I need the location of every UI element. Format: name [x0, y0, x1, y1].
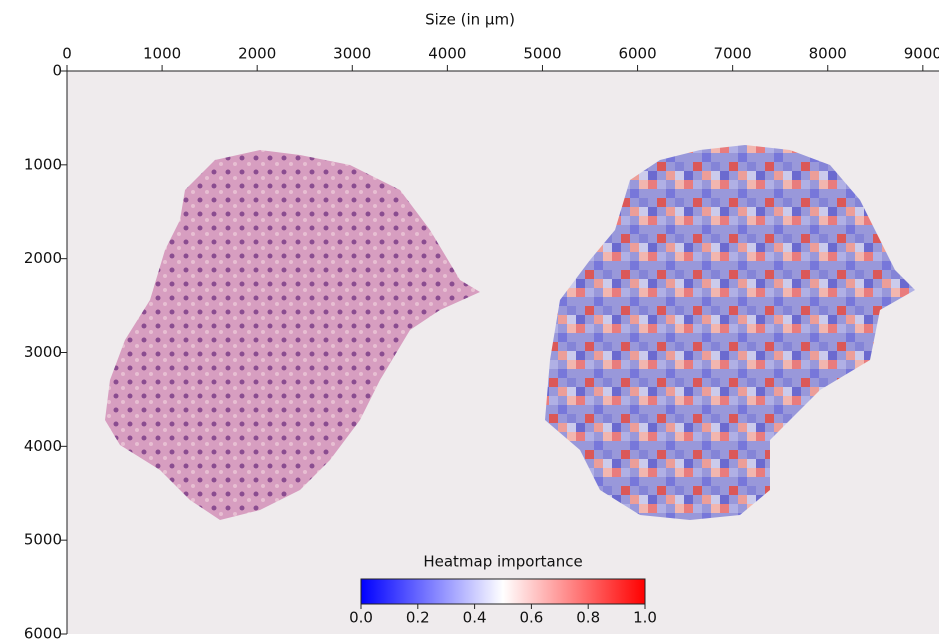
colorbar	[361, 579, 645, 604]
y-tick-label: 4000	[24, 437, 62, 455]
x-axis-title: Size (in µm)	[425, 11, 515, 29]
x-tick-label: 3000	[333, 45, 371, 63]
colorbar-title: Heatmap importance	[423, 553, 582, 571]
y-tick-label: 3000	[24, 343, 62, 361]
colorbar-tick-label: 1.0	[633, 609, 657, 627]
y-tick-label: 6000	[24, 625, 62, 643]
y-tick-label: 2000	[24, 249, 62, 267]
colorbar-tick-label: 0.8	[576, 609, 600, 627]
x-tick-label: 0	[62, 45, 72, 63]
x-tick-label: 5000	[523, 45, 561, 63]
x-tick-label: 2000	[238, 45, 276, 63]
y-tick-label: 5000	[24, 531, 62, 549]
x-tick-label: 8000	[809, 45, 847, 63]
colorbar-tick-label: 0.6	[519, 609, 543, 627]
x-tick-label: 9000	[904, 45, 939, 63]
x-tick-label: 7000	[714, 45, 752, 63]
x-tick-label: 6000	[618, 45, 656, 63]
y-tick-label: 1000	[24, 155, 62, 173]
y-tick-label: 0	[52, 62, 62, 80]
x-tick-label: 4000	[428, 45, 466, 63]
figure: Size (in µm) Heatmap importance 0 1000 200…	[0, 0, 939, 644]
colorbar-tick-label: 0.0	[349, 609, 373, 627]
colorbar-tick-label: 0.4	[463, 609, 487, 627]
colorbar-tick-label: 0.2	[406, 609, 430, 627]
x-tick-label: 1000	[143, 45, 181, 63]
